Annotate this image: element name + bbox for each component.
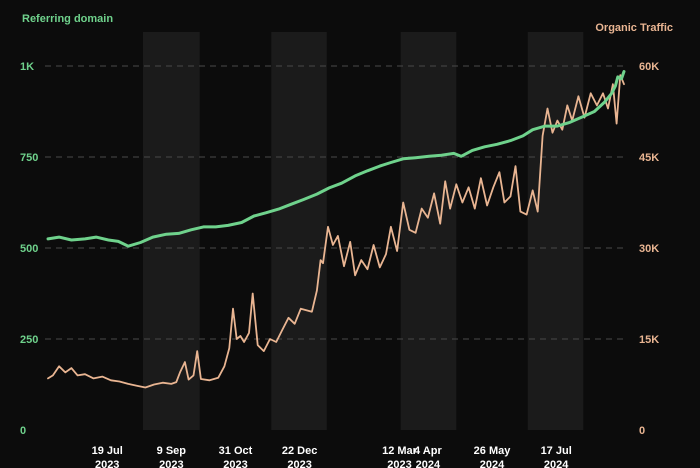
- shaded-bands: [142, 32, 584, 430]
- x-tick-label: 9 Sep: [157, 445, 187, 457]
- x-tick-year: 2024: [416, 459, 441, 468]
- x-tick-label: 17 Jul: [541, 445, 572, 457]
- x-tick-year: 2023: [387, 459, 411, 468]
- referring-domain-line: [46, 70, 626, 248]
- y-right-tick-label: 30K: [639, 243, 659, 255]
- y-left-tick-label: 0: [20, 425, 26, 437]
- y-left-tick-label: 250: [20, 334, 38, 346]
- x-tick-year: 2023: [95, 459, 119, 468]
- shaded-band-3: [527, 32, 584, 430]
- x-tick-year: 2024: [544, 459, 569, 468]
- x-tick-label: 12 Mar: [382, 445, 418, 457]
- x-tick-label: 31 Oct: [219, 445, 253, 457]
- y-right-ticks: 0 15K 30K 45K 60K: [639, 61, 659, 437]
- x-tick-label: 4 Apr: [414, 445, 442, 457]
- shaded-band-2: [400, 32, 457, 430]
- y-left-ticks: 0 250 500 750 1K: [20, 61, 38, 437]
- x-ticks: 19 Jul 2023 9 Sep 2023 31 Oct 2023 22 Dec 2023 1…: [92, 445, 572, 468]
- x-tick-year: 2023: [223, 459, 247, 468]
- x-tick-year: 2023: [287, 459, 311, 468]
- y-right-tick-label: 0: [639, 425, 645, 437]
- y-left-tick-label: 750: [20, 152, 38, 164]
- y-right-tick-label: 60K: [639, 61, 659, 73]
- y-left-tick-label: 1K: [20, 61, 34, 73]
- y-left-tick-label: 500: [20, 243, 38, 255]
- x-tick-year: 2024: [480, 459, 505, 468]
- y-right-tick-label: 45K: [639, 152, 659, 164]
- gridlines: [45, 65, 628, 340]
- x-tick-label: 22 Dec: [282, 445, 317, 457]
- x-tick-label: 26 May: [474, 445, 512, 457]
- organic-traffic-line: [47, 74, 625, 389]
- shaded-band-1: [271, 32, 327, 430]
- y-left-axis-title: Referring domain: [22, 13, 113, 25]
- y-right-tick-label: 15K: [639, 334, 659, 346]
- x-tick-year: 2023: [159, 459, 183, 468]
- y-right-axis-title: Organic Traffic: [595, 22, 673, 34]
- series-lines: [46, 70, 626, 389]
- x-tick-label: 19 Jul: [92, 445, 123, 457]
